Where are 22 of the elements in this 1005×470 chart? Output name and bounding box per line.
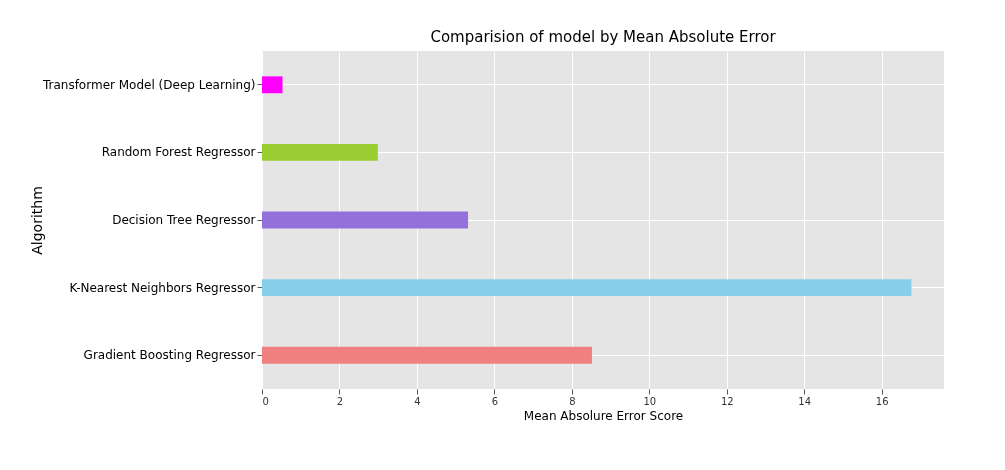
bar	[262, 76, 283, 94]
x-tick-label: 16	[875, 395, 889, 407]
x-tick-label: 14	[798, 395, 812, 407]
x-tick-label: 10	[643, 395, 657, 407]
bar	[262, 279, 912, 297]
x-tick-label: 6	[491, 395, 499, 407]
x-tick-label: 4	[414, 395, 421, 407]
x-tick-label: 12	[720, 395, 734, 407]
y-tick-label: K-Nearest Neighbors Regressor	[69, 280, 256, 295]
x-axis-title: Mean Absolure Error Score	[523, 408, 684, 423]
bar	[262, 143, 378, 161]
x-tick-label: 2	[336, 395, 344, 407]
x-tick-label: 0	[262, 395, 269, 407]
y-axis-title: Algorithm	[28, 186, 45, 255]
chart-title: Comparision of model by Mean Absolute Error	[430, 28, 777, 46]
y-tick-label: Decision Tree Regressor	[112, 213, 256, 227]
x-tick-label: 8	[569, 395, 576, 407]
y-tick-label: Gradient Boosting Regressor	[83, 348, 256, 363]
bar	[262, 346, 592, 364]
y-tick-label: Random Forest Regressor	[101, 145, 256, 160]
y-tick-label: Transformer Model (Deep Learning)	[41, 77, 256, 92]
bar	[262, 211, 469, 229]
